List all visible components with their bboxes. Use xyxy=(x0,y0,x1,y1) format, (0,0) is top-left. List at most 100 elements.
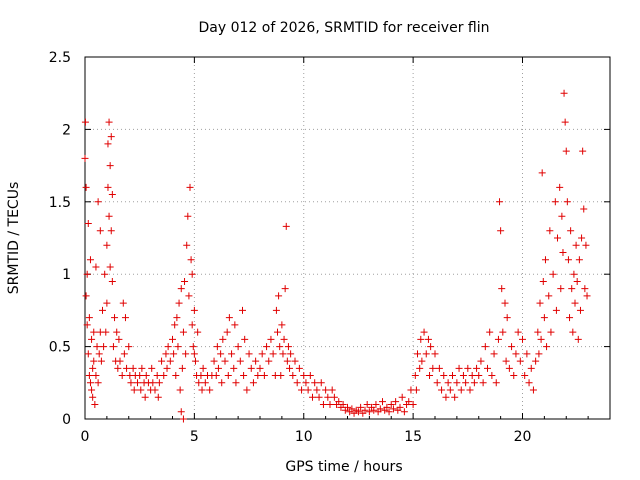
data-point xyxy=(559,248,567,256)
data-point xyxy=(101,270,109,278)
data-point xyxy=(96,227,104,235)
data-point xyxy=(411,372,419,380)
data-point xyxy=(105,212,113,220)
data-point xyxy=(582,241,590,249)
data-point xyxy=(214,364,222,372)
data-point xyxy=(420,328,428,336)
data-point xyxy=(89,364,97,372)
data-point xyxy=(442,393,450,401)
data-point xyxy=(536,299,544,307)
data-point xyxy=(188,321,196,329)
data-point xyxy=(232,379,240,387)
data-point xyxy=(191,357,199,365)
data-point xyxy=(512,350,520,358)
data-point xyxy=(120,350,128,358)
data-point xyxy=(566,314,574,322)
data-point xyxy=(171,321,179,329)
data-point xyxy=(218,379,226,387)
data-point xyxy=(187,256,195,264)
data-point xyxy=(173,314,181,322)
data-point xyxy=(561,118,569,126)
data-point xyxy=(279,350,287,358)
data-point xyxy=(387,401,395,409)
data-point xyxy=(508,343,516,351)
data-point xyxy=(90,328,98,336)
data-point xyxy=(545,292,553,300)
data-point xyxy=(164,343,172,351)
y-tick-label: 2.5 xyxy=(49,50,71,66)
data-point xyxy=(416,364,424,372)
data-point xyxy=(177,285,185,293)
data-point xyxy=(470,379,478,387)
data-point xyxy=(417,335,425,343)
data-point xyxy=(563,198,571,206)
x-tick-label: 10 xyxy=(295,429,313,445)
data-point xyxy=(130,386,138,394)
data-point xyxy=(247,364,255,372)
data-point xyxy=(398,393,406,401)
data-point xyxy=(275,292,283,300)
data-point xyxy=(543,343,551,351)
data-point xyxy=(477,357,485,365)
data-point xyxy=(224,372,232,380)
data-point xyxy=(422,350,430,358)
data-point xyxy=(84,350,92,358)
data-point xyxy=(424,335,432,343)
data-point xyxy=(521,372,529,380)
data-point xyxy=(392,398,400,406)
data-point xyxy=(121,314,129,322)
data-point xyxy=(282,222,290,230)
data-point xyxy=(529,386,537,394)
data-point xyxy=(103,241,111,249)
data-point xyxy=(269,350,277,358)
data-point xyxy=(217,350,225,358)
data-point xyxy=(383,403,391,411)
data-point xyxy=(163,364,171,372)
data-point xyxy=(546,227,554,235)
data-point xyxy=(213,343,221,351)
data-point xyxy=(289,372,297,380)
data-point xyxy=(560,89,568,97)
data-point xyxy=(95,350,103,358)
data-point xyxy=(86,256,94,264)
data-point xyxy=(108,191,116,199)
y-tick-label: 1.5 xyxy=(49,195,71,211)
data-point xyxy=(324,393,332,401)
data-point xyxy=(498,285,506,293)
data-point xyxy=(186,183,194,191)
data-point xyxy=(106,263,114,271)
data-point xyxy=(104,183,112,191)
data-point xyxy=(464,364,472,372)
data-point xyxy=(357,403,365,411)
plot-frame xyxy=(84,56,611,420)
data-point xyxy=(539,277,547,285)
data-point xyxy=(438,386,446,394)
data-point xyxy=(578,234,586,242)
data-point xyxy=(492,379,500,387)
data-point xyxy=(212,372,220,380)
data-point xyxy=(396,403,404,411)
data-point xyxy=(418,357,426,365)
data-point xyxy=(90,357,98,365)
data-point xyxy=(99,306,106,314)
data-point xyxy=(190,350,198,358)
data-point xyxy=(486,328,494,336)
data-point xyxy=(315,393,323,401)
data-point xyxy=(475,372,483,380)
data-point xyxy=(281,285,289,293)
data-point xyxy=(562,147,570,155)
data-point xyxy=(370,406,378,414)
data-point xyxy=(162,350,170,358)
data-point xyxy=(91,401,99,409)
data-point xyxy=(295,364,303,372)
data-point xyxy=(184,212,192,220)
data-point xyxy=(538,169,546,177)
data-point xyxy=(583,292,591,300)
data-point xyxy=(293,379,301,387)
data-point xyxy=(245,350,253,358)
data-point xyxy=(505,364,513,372)
data-point xyxy=(174,343,182,351)
data-point xyxy=(379,398,386,406)
data-point xyxy=(102,328,110,336)
data-point xyxy=(385,408,393,416)
